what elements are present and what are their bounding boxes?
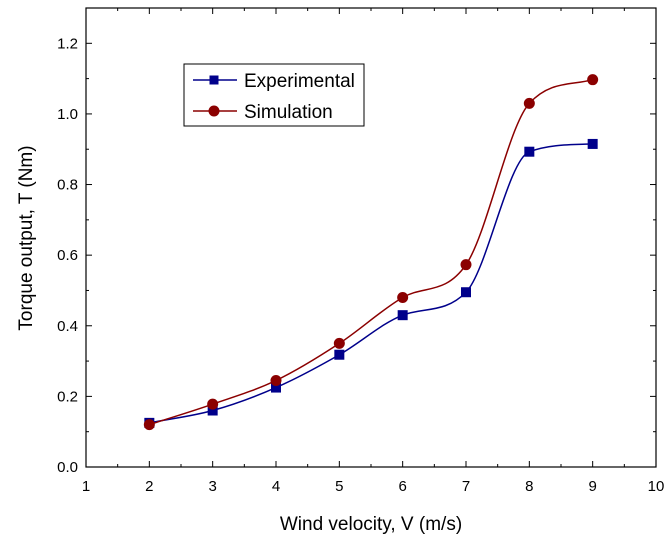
- data-point-simulation: [587, 74, 599, 86]
- data-point-simulation: [207, 398, 219, 410]
- y-axis-title: Torque output, T (Nm): [16, 145, 37, 330]
- data-point-experimental: [587, 138, 598, 149]
- x-tick-label: 4: [272, 478, 280, 495]
- data-point-experimental: [271, 382, 281, 393]
- y-axis-ticks: 0.0 0.2 0.4 0.6 0.8 1.0 1.2: [57, 35, 656, 476]
- plot-frame: [85, 7, 657, 468]
- y-tick-label: 1.2: [57, 35, 78, 52]
- series-layer: [143, 74, 599, 431]
- y-tick-label: 0.4: [57, 318, 78, 335]
- x-tick-label: 2: [145, 478, 153, 495]
- y-tick-label: 0.6: [57, 247, 78, 264]
- legend-simulation-label: Simulation: [244, 102, 333, 123]
- x-axis-title: Wind velocity, V (m/s): [280, 514, 462, 535]
- data-point-simulation: [460, 259, 472, 271]
- x-tick-label: 8: [525, 478, 533, 495]
- data-point-simulation: [333, 337, 345, 349]
- legend-experimental-label: Experimental: [244, 71, 355, 92]
- legend-experimental-marker: [209, 75, 219, 85]
- x-tick-label: 1: [82, 478, 90, 495]
- x-tick-label: 3: [208, 478, 216, 495]
- x-tick-label: 10: [648, 478, 665, 495]
- data-point-experimental: [524, 146, 535, 157]
- series-line-experimental: [149, 143, 593, 424]
- y-tick-label: 0.0: [57, 459, 78, 476]
- legend-simulation-marker: [208, 105, 220, 117]
- plot-area: [85, 7, 657, 468]
- y-tick-label: 0.8: [57, 177, 78, 194]
- data-point-simulation: [143, 419, 155, 431]
- x-axis-ticks: 1 2 3 4 5 6 7 8 9 10: [82, 8, 665, 495]
- data-point-simulation: [270, 374, 282, 386]
- series-line-simulation: [149, 78, 593, 426]
- data-point-simulation: [523, 97, 535, 109]
- data-point-experimental: [334, 349, 345, 360]
- data-point-experimental: [397, 310, 408, 321]
- data-point-simulation: [397, 292, 409, 304]
- data-point-experimental: [461, 287, 471, 298]
- x-tick-label: 6: [398, 478, 406, 495]
- x-tick-label: 7: [462, 478, 470, 495]
- y-tick-label: 1.0: [57, 106, 78, 123]
- data-point-experimental: [207, 405, 218, 416]
- y-tick-label: 0.2: [57, 388, 78, 405]
- legend: Experimental Simulation: [183, 63, 365, 127]
- x-tick-label: 5: [335, 478, 343, 495]
- x-tick-label: 9: [588, 478, 596, 495]
